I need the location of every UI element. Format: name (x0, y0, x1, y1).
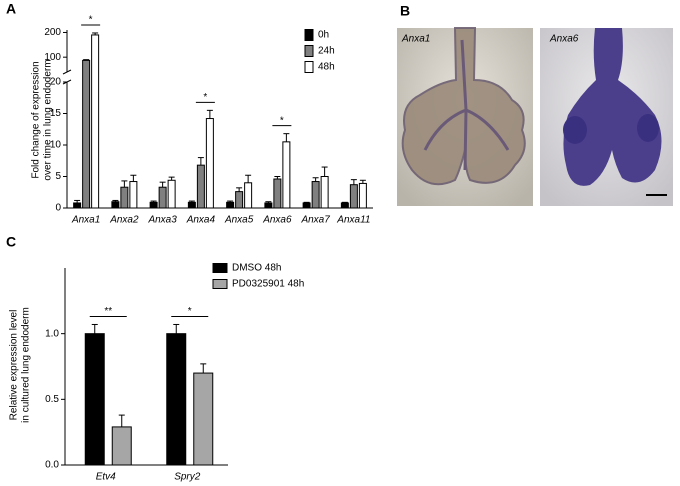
y-tick-label: 0.0 (45, 460, 59, 471)
bar (340, 202, 349, 209)
y-axis-label: Relative expression level (9, 310, 20, 421)
x-tick-label: Anxa3 (147, 215, 177, 226)
bar (349, 184, 358, 209)
x-tick-label: Anxa6 (262, 215, 292, 226)
bar (235, 191, 244, 209)
legend-swatch (304, 61, 314, 73)
image-anxa6: Anxa6 (540, 28, 673, 206)
bar (226, 201, 235, 209)
bar (244, 182, 253, 209)
panel-label: B (400, 3, 410, 19)
bar (158, 186, 167, 209)
bar (302, 202, 311, 209)
y-tick-label: 0 (55, 203, 61, 214)
bar (129, 181, 138, 209)
legend-label: DMSO 48h (232, 263, 281, 274)
image-label: Anxa6 (549, 34, 579, 45)
legend-label: 0h (318, 30, 329, 41)
bar (320, 176, 329, 209)
bar (166, 333, 187, 466)
legend-swatch (212, 279, 228, 289)
bar (264, 202, 273, 209)
panel-label: A (6, 1, 16, 17)
y-axis-label: Fold change of expression (31, 61, 42, 178)
image-anxa1: Anxa1 (397, 27, 533, 206)
significance-label: * (280, 115, 284, 126)
y-axis-label: over time in lung endoderm (43, 59, 54, 180)
bar (187, 201, 196, 209)
bar (91, 34, 100, 209)
y-tick-label: 20 (50, 77, 62, 88)
y-axis-label: in cultured lung endoderm (21, 307, 32, 423)
x-tick-label: Anxa5 (224, 215, 254, 226)
x-tick-label: Anxa4 (186, 215, 216, 226)
x-tick-label: Anxa11 (336, 215, 370, 226)
bar (111, 426, 132, 466)
legend-label: 24h (318, 46, 335, 57)
significance-label: * (188, 306, 192, 317)
y-tick-label: 1.0 (45, 328, 59, 339)
bar (196, 164, 205, 209)
bar (193, 372, 214, 466)
bar (82, 59, 91, 209)
legend-swatch (304, 29, 314, 41)
significance-label: * (203, 92, 207, 103)
bar (111, 201, 120, 209)
x-tick-label: Anxa1 (71, 215, 100, 226)
y-tick-label: 10 (50, 140, 62, 151)
bar (358, 182, 367, 209)
bar (167, 179, 176, 209)
y-tick-label: 15 (50, 108, 62, 119)
x-tick-label: Anxa7 (300, 215, 330, 226)
image-label: Anxa1 (401, 34, 430, 45)
bar (149, 201, 158, 209)
bar (84, 333, 105, 466)
significance-label: ** (104, 306, 112, 317)
significance-label: * (89, 15, 93, 26)
y-tick-label: 100 (44, 52, 61, 63)
y-tick-label: 200 (44, 27, 61, 38)
bar (205, 118, 214, 209)
legend-swatch (304, 45, 314, 57)
x-tick-label: Spry2 (174, 472, 201, 483)
panel-label: C (6, 234, 16, 250)
bar (120, 186, 129, 209)
bar (311, 181, 320, 209)
x-tick-label: Anxa2 (109, 215, 139, 226)
bar (273, 178, 282, 209)
y-tick-label: 5 (55, 171, 61, 182)
y-tick-label: 0.5 (45, 394, 59, 405)
legend-label: 48h (318, 62, 335, 73)
legend-label: PD0325901 48h (232, 279, 304, 290)
legend-swatch (212, 263, 228, 273)
axis-break (62, 69, 72, 75)
bar (73, 202, 82, 209)
x-tick-label: Etv4 (96, 472, 116, 483)
bar (282, 141, 291, 209)
